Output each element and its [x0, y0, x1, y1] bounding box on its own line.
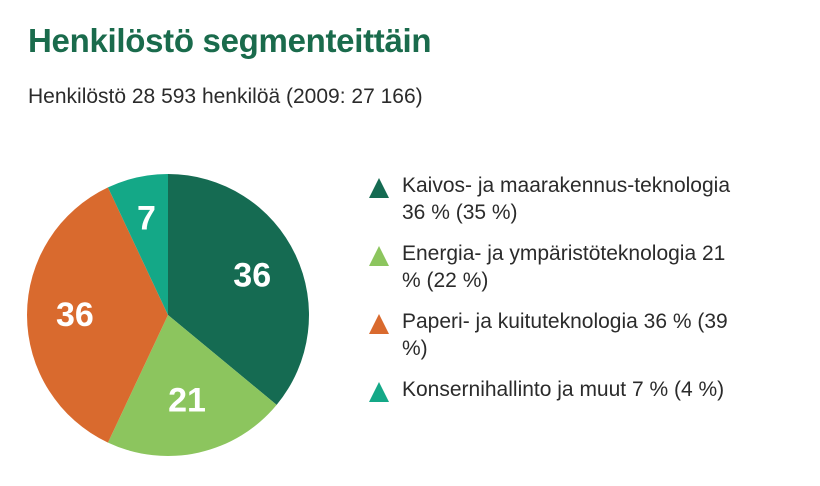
legend-marker-shape: [369, 246, 389, 266]
legend-item-paperi: Paperi- ja kuituteknologia 36 % (39 %): [368, 308, 808, 362]
pie-slice-paperi: [27, 187, 168, 443]
pie-chart: 36 21 36 7: [27, 174, 309, 456]
pie-slice-konserni: [107, 174, 168, 315]
legend-marker-shape: [369, 382, 389, 402]
legend-label: Konsernihallinto ja muut 7 % (4 %): [402, 378, 725, 401]
triangle-icon: [369, 246, 389, 266]
legend-label: Energia- ja ympäristöteknologia 21 % (22…: [402, 242, 726, 292]
triangle-icon: [369, 178, 389, 198]
pie-data-label: 36: [233, 256, 271, 294]
page-subtitle: Henkilöstö 28 593 henkilöä (2009: 27 166…: [28, 85, 423, 108]
pie-data-label: 36: [56, 296, 94, 334]
pie-slice-kaivos: [168, 174, 309, 405]
triangle-icon: [369, 314, 389, 334]
triangle-icon: [369, 382, 389, 402]
legend-marker-shape: [369, 178, 389, 198]
legend-marker-shape: [369, 314, 389, 334]
pie-slice-energia: [107, 315, 277, 456]
legend-label: Paperi- ja kuituteknologia 36 % (39 %): [402, 310, 728, 360]
legend-item-energia: Energia- ja ympäristöteknologia 21 % (22…: [368, 240, 808, 294]
legend-item-kaivos: Kaivos- ja maarakennus-teknologia 36 % (…: [368, 172, 808, 226]
page-title: Henkilöstö segmenteittäin: [28, 22, 432, 59]
pie-data-label: 7: [137, 200, 156, 238]
legend-item-konserni: Konsernihallinto ja muut 7 % (4 %): [368, 376, 808, 403]
legend-label: Kaivos- ja maarakennus-teknologia 36 % (…: [402, 174, 731, 224]
pie-data-label: 21: [168, 381, 206, 419]
legend: Kaivos- ja maarakennus-teknologia 36 % (…: [368, 172, 808, 417]
